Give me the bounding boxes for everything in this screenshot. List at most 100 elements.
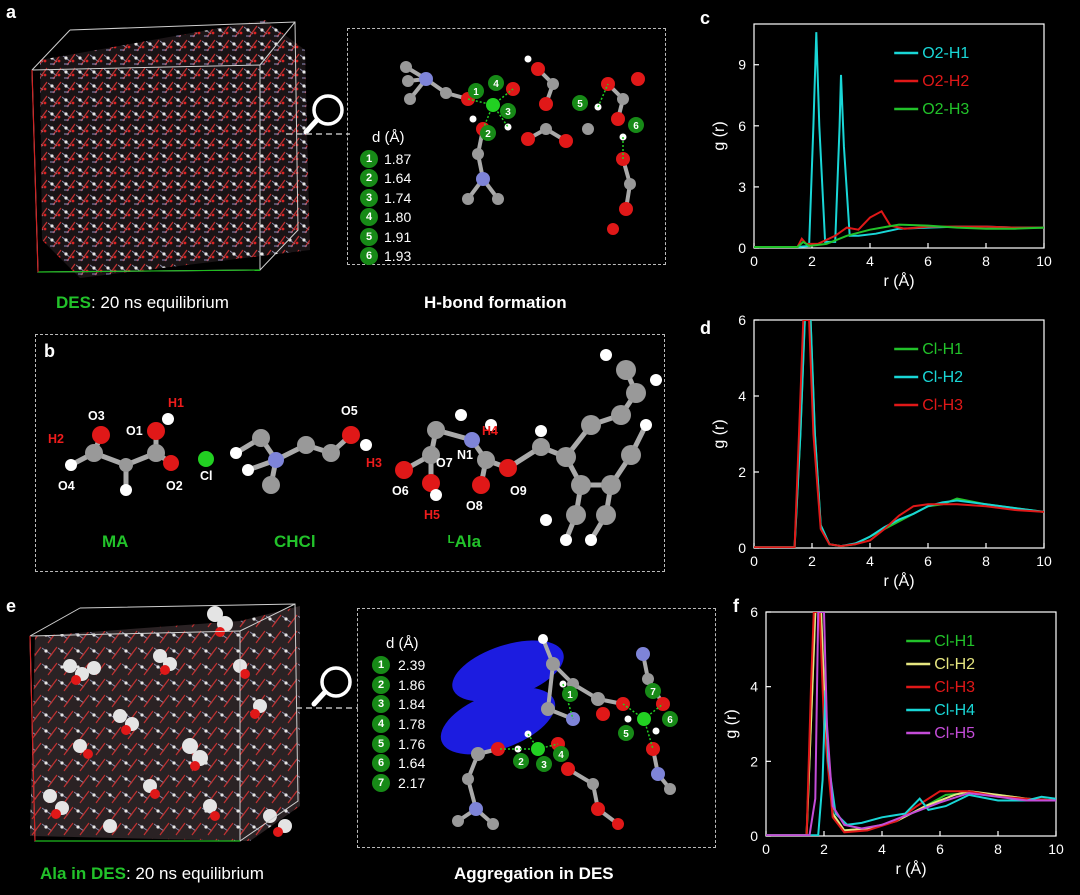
distance-value: 1.64 [384, 170, 412, 187]
distance-index: 4 [360, 208, 378, 227]
distance-index: 2 [360, 169, 378, 188]
series-group [754, 32, 1044, 248]
distance-index: 3 [372, 695, 390, 714]
series-line-cl-h3 [766, 612, 1056, 836]
molecule-cloud [30, 606, 300, 841]
legend-entry: Cl-H2 [934, 656, 975, 673]
atom-label-h1: H1 [168, 396, 184, 410]
distance-index: 1 [372, 655, 390, 674]
svg-text:5: 5 [623, 729, 629, 740]
series-line-cl-h4 [766, 690, 1056, 836]
distance-row: 5 1.76 [372, 734, 425, 754]
y-tick-label: 2 [738, 464, 746, 480]
hbond-caption: H-bond formation [424, 293, 567, 312]
rdf-chart-c: 0 2 4 6 8 10 0 3 6 9 r (Å) g (r) O2-H1 O2-H2 O2-H3 [711, 23, 1052, 290]
atom-label-h4: H4 [482, 424, 498, 438]
magnifier-icon [286, 94, 350, 135]
legend-entry: Cl-H1 [922, 341, 963, 358]
molecule-cloud [40, 20, 310, 278]
atom-label-h5: H5 [424, 508, 440, 522]
plot-frame [753, 319, 1045, 549]
x-tick-label: 2 [808, 253, 816, 269]
x-tick-label: 0 [750, 553, 758, 569]
x-tick-label: 4 [866, 553, 874, 569]
molecule-name-ma: MA [102, 532, 128, 551]
atom-label-o5: O5 [341, 404, 358, 418]
distance-value: 1.91 [384, 228, 412, 245]
x-tick-label: 0 [762, 841, 770, 857]
y-tick-label: 4 [750, 679, 758, 695]
des-caption: DES: 20 ns equilibrium [56, 293, 229, 313]
y-tick-label: 0 [738, 540, 746, 556]
distance-row: 2 1.64 [360, 169, 411, 189]
svg-text:3: 3 [541, 760, 547, 771]
svg-text:6: 6 [633, 121, 639, 132]
distance-value: 1.78 [398, 715, 426, 732]
panel-label-d: d [700, 318, 711, 338]
atom-label-o2: O2 [166, 479, 183, 493]
box-edge-diag [259, 21, 296, 66]
x-tick-label: 8 [982, 553, 990, 569]
y-tick-label: 6 [738, 118, 746, 134]
legend-entry: O2-H3 [922, 101, 969, 118]
axis-red [31, 69, 39, 273]
y-axis-label: g (r) [711, 121, 728, 150]
y-axis-label: g (r) [711, 419, 728, 448]
distance-index: 5 [372, 734, 390, 753]
series-line-o2-h1 [754, 32, 1044, 248]
legend-entry: O2-H1 [922, 45, 969, 62]
y-tick-label: 6 [738, 312, 746, 328]
distance-row: 1 2.39 [372, 655, 425, 675]
distance-value: 2.39 [398, 656, 426, 673]
atom-label-o6: O6 [392, 484, 409, 498]
atom-label-o9: O9 [510, 484, 527, 498]
svg-text:1: 1 [567, 690, 573, 701]
distance-row: 5 1.91 [360, 227, 411, 247]
magnifier-icon [296, 666, 358, 709]
x-axis-label: r (Å) [883, 271, 914, 290]
y-tick-label: 0 [738, 240, 746, 256]
ala-des-caption-prefix: Ala in DES [40, 864, 126, 883]
distance-index: 3 [360, 188, 378, 207]
atom-label-n1: N1 [457, 448, 473, 462]
distance-index: 7 [372, 773, 390, 792]
legend-entry: Cl-H4 [934, 702, 975, 719]
x-tick-label: 0 [750, 253, 758, 269]
x-tick-label: 6 [924, 253, 932, 269]
atom-label-o1: O1 [126, 424, 143, 438]
panel-label-f: f [733, 596, 739, 616]
distance-value: 1.76 [398, 735, 426, 752]
des-caption-prefix: DES [56, 293, 91, 312]
panel-label-c: c [700, 8, 711, 28]
y-tick-label: 9 [738, 57, 746, 73]
distance-value: 1.93 [384, 248, 412, 265]
x-tick-label: 10 [1048, 841, 1064, 857]
y-tick-label: 0 [750, 828, 758, 844]
svg-text:1: 1 [473, 87, 479, 98]
y-tick-label: 2 [750, 753, 758, 769]
legend-entry: O2-H2 [922, 73, 969, 90]
series-line-o2-h3 [754, 223, 1044, 248]
box-edge-diag [29, 607, 81, 637]
legend-entry: Cl-H1 [934, 633, 975, 650]
ala-des-caption-rest: : 20 ns equilibrium [125, 864, 264, 883]
molecule-structures: O3 O1 O4 O2 Cl O5 O7 N1 O6 O8 O9 H1 H2 H… [48, 349, 662, 551]
series-line-cl-h2 [754, 320, 1044, 548]
y-axis-label: g (r) [723, 709, 740, 738]
y-tick-label: 4 [738, 388, 746, 404]
molecule-name-chcl: CHCl [274, 532, 316, 551]
distance-row: 3 1.74 [360, 188, 411, 208]
svg-text:3: 3 [505, 107, 511, 118]
molecule-name-ala: ᴸAla [448, 532, 482, 551]
atom-label-o7: O7 [436, 456, 453, 470]
ala-des-simulation-box [29, 603, 300, 842]
series-line-cl-h5 [766, 612, 1056, 836]
distance-row: 7 2.17 [372, 773, 425, 793]
box-edge-back [69, 21, 299, 271]
series-group [754, 320, 1044, 548]
distance-value: 1.74 [384, 189, 412, 206]
distance-value: 1.87 [384, 150, 412, 167]
panel-label-e: e [6, 596, 17, 616]
svg-text:7: 7 [650, 687, 656, 698]
distance-list: 1 1.87 2 1.64 3 1.74 4 1.80 5 1.91 6 1.9… [360, 149, 411, 266]
